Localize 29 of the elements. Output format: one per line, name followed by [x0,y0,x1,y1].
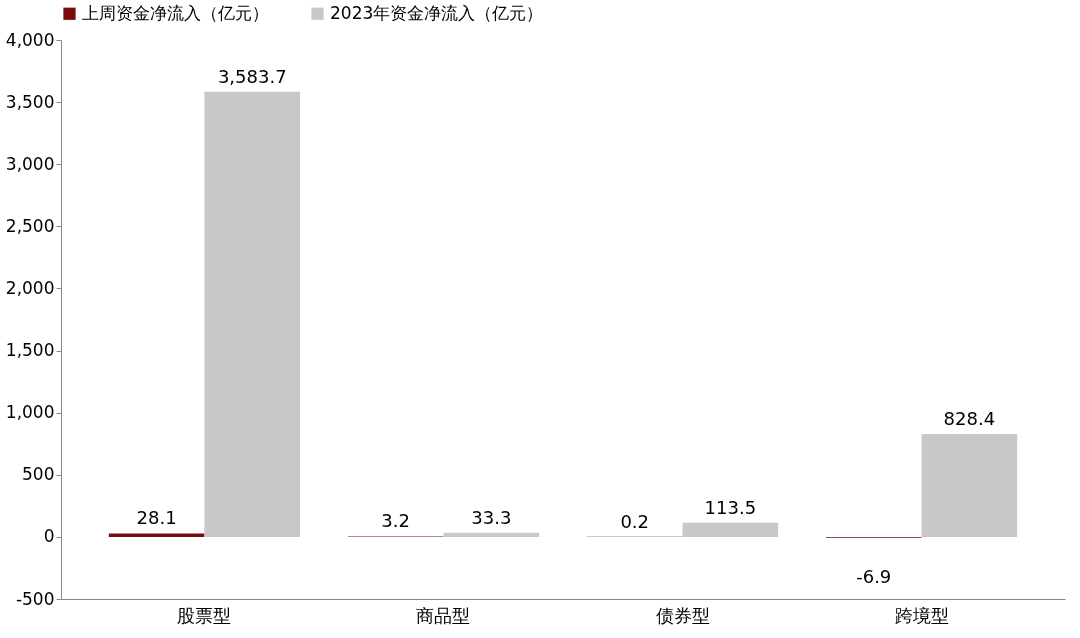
legend-label: 上周资金净流入（亿元） [82,2,269,23]
y-tick-label: 4,000 [5,29,55,50]
x-tick-label: 商品型 [416,604,471,626]
y-tick-label: 2,500 [5,215,55,236]
data-label: 113.5 [704,496,757,518]
y-tick-label: 0 [43,526,55,547]
y-tick-label: 3,000 [5,153,55,174]
data-label: 28.1 [136,507,177,529]
bar [108,533,205,537]
y-tick-label: 500 [22,464,55,485]
data-label: -6.9 [856,565,892,587]
y-tick-label: 2,000 [5,277,55,298]
bar [204,91,301,537]
bar [921,433,1018,537]
bar [682,522,779,537]
data-label: 3.2 [381,510,410,532]
x-tick-label: 债券型 [655,604,710,626]
data-label: 33.3 [471,506,512,528]
y-tick-label: 3,500 [5,91,55,112]
bar [443,532,540,537]
x-tick-label: 股票型 [177,604,232,626]
x-tick-label: 跨境型 [894,604,949,626]
data-label: 828.4 [943,407,996,429]
y-tick-label: 1,000 [5,402,55,423]
y-tick-label: 1,500 [5,340,55,361]
data-label: 3,583.7 [217,65,287,87]
y-tick-label: -500 [15,588,55,609]
data-label: 0.2 [620,510,650,532]
legend-label: 2023年资金净流入（亿元） [330,2,544,23]
